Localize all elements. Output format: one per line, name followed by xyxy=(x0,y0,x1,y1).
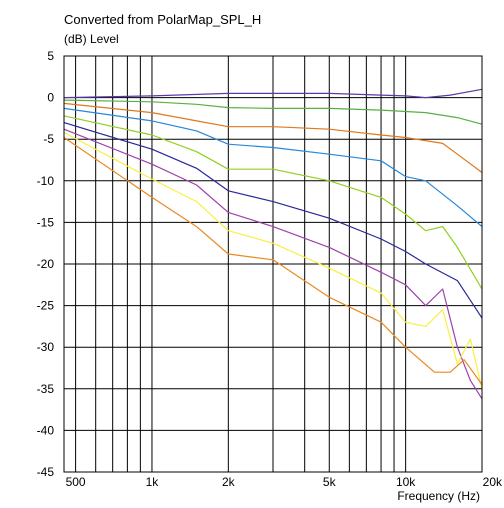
y-tick-label: 5 xyxy=(47,49,54,63)
y-axis-label: (dB) Level xyxy=(64,32,119,46)
y-tick-label: -5 xyxy=(43,132,54,146)
x-axis-label: Frequency (Hz) xyxy=(397,489,480,503)
series-line-1 xyxy=(63,88,483,99)
y-tick-label: -40 xyxy=(37,423,55,437)
y-tick-labels: 5 0 -5 -10 -15 -20 -25 -30 -35 -40 -45 xyxy=(37,49,55,479)
series-line-5 xyxy=(63,115,483,290)
series-line-8 xyxy=(63,131,483,389)
x-tick-label: 2k xyxy=(222,475,236,489)
y-tick-label: -20 xyxy=(37,257,55,271)
series-line-7 xyxy=(63,128,483,400)
y-tick-label: -35 xyxy=(37,382,55,396)
series-line-2 xyxy=(63,99,483,125)
y-tick-label: -15 xyxy=(37,215,55,229)
y-tick-label: -10 xyxy=(37,174,55,188)
x-tick-label: 5k xyxy=(323,475,337,489)
chart-title: Converted from PolarMap_SPL_H xyxy=(64,12,261,27)
y-tick-label: -45 xyxy=(37,465,55,479)
series-line-6 xyxy=(63,122,483,319)
y-tick-label: -25 xyxy=(37,299,55,313)
y-tick-label: 0 xyxy=(47,91,54,105)
series-line-9 xyxy=(63,137,483,385)
x-tick-labels: 500 1k 2k 5k 10k 20k xyxy=(66,475,503,489)
x-tick-label: 20k xyxy=(483,475,503,489)
series-line-4 xyxy=(63,107,483,228)
x-tick-label: 10k xyxy=(396,475,416,489)
series-lines xyxy=(63,88,483,400)
x-tick-label: 500 xyxy=(66,475,86,489)
series-line-3 xyxy=(63,102,483,173)
plot-frame xyxy=(63,55,483,473)
y-tick-label: -30 xyxy=(37,340,55,354)
x-tick-label: 1k xyxy=(146,475,160,489)
